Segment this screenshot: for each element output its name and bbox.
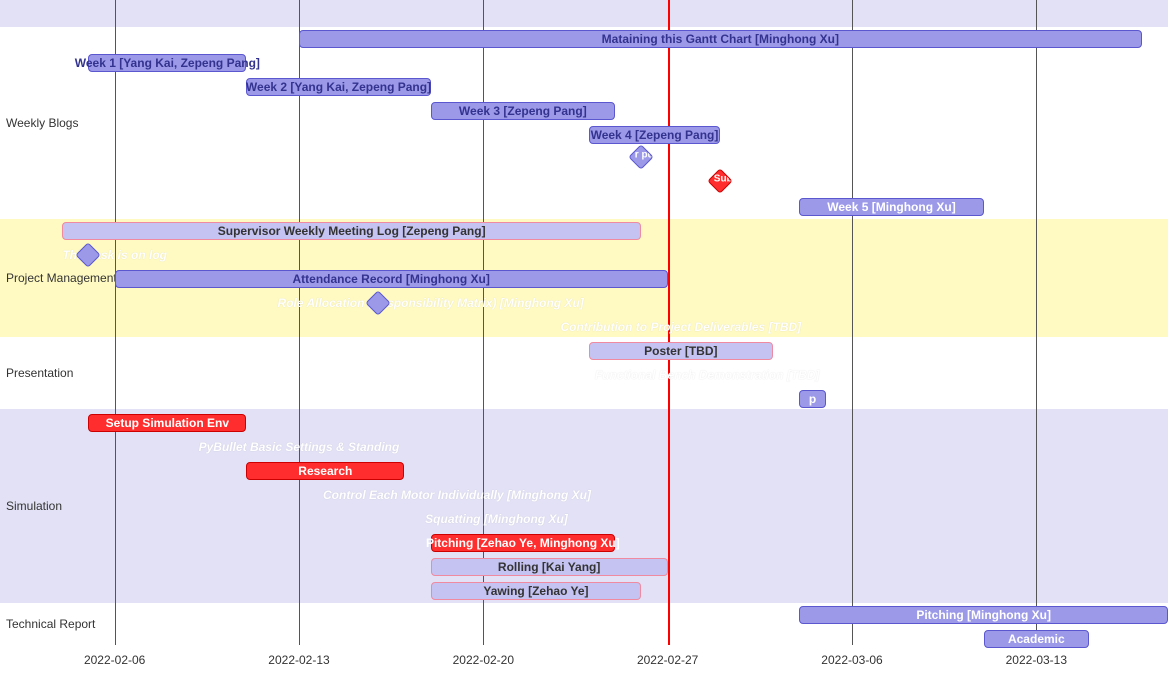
gantt-bar-label: Week 2 [Yang Kai, Zepeng Pang]: [246, 80, 431, 94]
gantt-bar-label: Week 5 [Minghong Xu]: [827, 200, 955, 214]
x-axis-label: 2022-02-27: [637, 653, 698, 667]
gantt-bar[interactable]: Setup Simulation Env: [88, 414, 246, 432]
gantt-bar[interactable]: Research: [246, 462, 404, 480]
gantt-bar-label: Functional Bench Demonstration [TBD]: [595, 368, 820, 382]
gantt-bar[interactable]: Squatting [Minghong Xu]: [431, 510, 563, 528]
gantt-bar[interactable]: p: [799, 390, 825, 408]
gantt-bar-label: Week 1 [Yang Kai, Zepeng Pang]: [75, 56, 260, 70]
row-label: Weekly Blogs: [6, 116, 78, 130]
gridline: [299, 0, 300, 645]
gantt-bar-label: Poster [TBD]: [644, 344, 717, 358]
gantt-bar-label: Week 3 [Zepeng Pang]: [459, 104, 587, 118]
gantt-bar-label: Control Each Motor Individually [Minghon…: [323, 488, 591, 502]
gantt-bar-label: Research: [298, 464, 352, 478]
milestone-label: Subm: [714, 174, 730, 185]
gantt-bar[interactable]: Yawing [Zehao Ye]: [431, 582, 642, 600]
gantt-bar-label: Pitching [Minghong Xu]: [916, 608, 1051, 622]
gantt-bar[interactable]: Pitching [Zehao Ye, Minghong Xu]: [431, 534, 615, 552]
gantt-bar-label: Contribution to Project Deliverables [TB…: [560, 320, 801, 334]
gantt-bar[interactable]: Week 3 [Zepeng Pang]: [431, 102, 615, 120]
gantt-bar[interactable]: PyBullet Basic Settings & Standing: [194, 438, 405, 456]
milestone-label: r pu: [635, 150, 651, 161]
gantt-bar-label: Supervisor Weekly Meeting Log [Zepeng Pa…: [218, 224, 486, 238]
row-band: [0, 337, 1168, 409]
gantt-bar-label: Attendance Record [Minghong Xu]: [292, 272, 489, 286]
row-label: Technical Report: [6, 617, 95, 631]
gantt-bar[interactable]: Week 1 [Yang Kai, Zepeng Pang]: [88, 54, 246, 72]
gantt-bar-label: p: [809, 392, 816, 406]
gantt-bar-label: Pitching [Zehao Ye, Minghong Xu]: [426, 536, 620, 550]
gantt-bar[interactable]: Supervisor Weekly Meeting Log [Zepeng Pa…: [62, 222, 641, 240]
x-axis-label: 2022-03-13: [1006, 653, 1067, 667]
gantt-bar-label: PyBullet Basic Settings & Standing: [199, 440, 400, 454]
x-axis-label: 2022-02-20: [453, 653, 514, 667]
gantt-bar-label: Setup Simulation Env: [106, 416, 229, 430]
gridline: [115, 0, 116, 645]
gantt-bar[interactable]: Week 5 [Minghong Xu]: [799, 198, 983, 216]
gantt-bar-label: Role Allocation (Responsibility Matrix) …: [278, 296, 584, 310]
gantt-bar[interactable]: Rolling [Kai Yang]: [431, 558, 668, 576]
gantt-bar-label: Mataining this Gantt Chart [Minghong Xu]: [602, 32, 839, 46]
gantt-bar[interactable]: Control Each Motor Individually [Minghon…: [325, 486, 588, 504]
gantt-bar[interactable]: Role Allocation (Responsibility Matrix) …: [325, 294, 536, 312]
gantt-bar[interactable]: Attendance Record [Minghong Xu]: [115, 270, 668, 288]
gantt-chart: Weekly BlogsProject Management Documents…: [0, 0, 1168, 679]
gantt-bar-label: Academic: [1008, 632, 1065, 646]
gantt-bar[interactable]: Poster [TBD]: [589, 342, 773, 360]
x-axis-label: 2022-03-06: [821, 653, 882, 667]
gantt-bar[interactable]: Mataining this Gantt Chart [Minghong Xu]: [299, 30, 1142, 48]
gantt-bar-label: Week 4 [Zepeng Pang]: [591, 128, 719, 142]
row-band: [0, 0, 1168, 27]
gantt-bar[interactable]: Pitching [Minghong Xu]: [799, 606, 1168, 624]
gantt-bar[interactable]: Contribution to Project Deliverables [TB…: [536, 318, 826, 336]
row-label: Presentation: [6, 366, 73, 380]
gantt-bar[interactable]: Academic: [984, 630, 1089, 648]
row-label: Simulation: [6, 499, 62, 513]
gantt-bar-label: Squatting [Minghong Xu]: [425, 512, 568, 526]
x-axis-label: 2022-02-06: [84, 653, 145, 667]
gantt-bar-label: Yawing [Zehao Ye]: [483, 584, 588, 598]
gantt-bar[interactable]: Functional Bench Demonstration [TBD]: [589, 366, 826, 384]
gridline: [852, 0, 853, 645]
gantt-bar[interactable]: Week 2 [Yang Kai, Zepeng Pang]: [246, 78, 430, 96]
gridline: [1036, 0, 1037, 645]
gantt-bar-label: Rolling [Kai Yang]: [498, 560, 600, 574]
x-axis-label: 2022-02-13: [268, 653, 329, 667]
gantt-bar[interactable]: Week 4 [Zepeng Pang]: [589, 126, 721, 144]
